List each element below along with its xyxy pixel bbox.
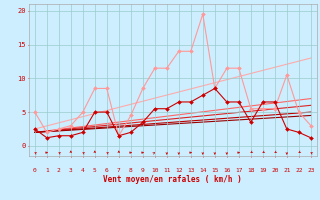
X-axis label: Vent moyen/en rafales ( km/h ): Vent moyen/en rafales ( km/h )	[103, 175, 242, 184]
